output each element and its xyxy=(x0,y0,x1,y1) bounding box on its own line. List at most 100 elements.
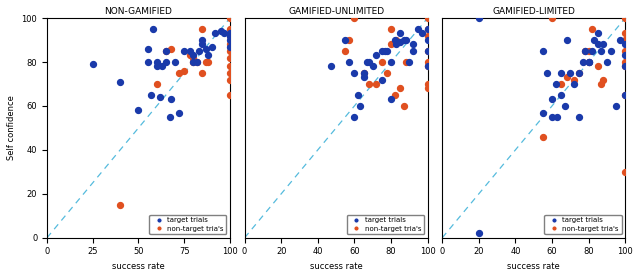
target trials xyxy=(207,44,217,49)
target trials xyxy=(620,42,630,47)
target trials xyxy=(395,40,405,44)
non-target tria's xyxy=(358,71,369,75)
target trials xyxy=(560,104,570,108)
target trials xyxy=(179,49,189,53)
target trials xyxy=(541,71,552,75)
target trials xyxy=(152,60,162,64)
non-target tria's xyxy=(390,93,400,97)
target trials xyxy=(225,31,235,36)
non-target tria's xyxy=(391,38,401,42)
target trials xyxy=(225,38,235,42)
target trials xyxy=(358,75,369,80)
target trials xyxy=(474,231,484,236)
non-target tria's xyxy=(166,47,177,51)
target trials xyxy=(417,31,427,36)
target trials xyxy=(192,60,202,64)
Legend: target trials, non-target tria's: target trials, non-target tria's xyxy=(545,215,621,234)
target trials xyxy=(547,115,557,119)
target trials xyxy=(395,31,405,36)
non-target tria's xyxy=(371,82,381,86)
target trials xyxy=(552,115,563,119)
target trials xyxy=(210,31,220,36)
non-target tria's xyxy=(620,16,630,20)
non-target tria's xyxy=(349,16,360,20)
target trials xyxy=(201,47,211,51)
non-target tria's xyxy=(620,64,630,69)
target trials xyxy=(401,38,411,42)
target trials xyxy=(184,49,195,53)
target trials xyxy=(156,95,166,100)
target trials xyxy=(550,82,561,86)
target trials xyxy=(157,64,167,69)
target trials xyxy=(344,60,354,64)
non-target tria's xyxy=(225,71,235,75)
target trials xyxy=(197,42,207,47)
target trials xyxy=(399,38,409,42)
target trials xyxy=(88,62,98,66)
non-target tria's xyxy=(197,27,207,31)
Title: GAMIFIED-UNLIMITED: GAMIFIED-UNLIMITED xyxy=(288,7,384,16)
non-target tria's xyxy=(538,135,548,139)
target trials xyxy=(422,38,433,42)
non-target tria's xyxy=(547,16,557,20)
target trials xyxy=(353,93,363,97)
target trials xyxy=(538,49,548,53)
target trials xyxy=(596,49,607,53)
non-target tria's xyxy=(225,27,235,31)
non-target tria's xyxy=(184,53,195,58)
non-target tria's xyxy=(225,16,235,20)
target trials xyxy=(188,60,198,64)
target trials xyxy=(326,64,336,69)
target trials xyxy=(220,31,230,36)
non-target tria's xyxy=(201,60,211,64)
non-target tria's xyxy=(386,42,396,47)
target trials xyxy=(614,38,625,42)
non-target tria's xyxy=(593,64,603,69)
target trials xyxy=(474,16,484,20)
target trials xyxy=(408,42,418,47)
target trials xyxy=(161,49,171,53)
target trials xyxy=(371,53,381,58)
target trials xyxy=(364,60,374,64)
non-target tria's xyxy=(188,55,198,60)
target trials xyxy=(547,97,557,102)
target trials xyxy=(152,64,162,69)
non-target tria's xyxy=(188,60,198,64)
target trials xyxy=(391,42,401,47)
target trials xyxy=(115,80,125,84)
non-target tria's xyxy=(587,27,597,31)
non-target tria's xyxy=(340,49,350,53)
target trials xyxy=(561,38,572,42)
target trials xyxy=(386,97,396,102)
target trials xyxy=(404,60,414,64)
target trials xyxy=(574,71,584,75)
non-target tria's xyxy=(225,42,235,47)
non-target tria's xyxy=(422,86,433,91)
Y-axis label: Self confidence: Self confidence xyxy=(7,96,16,160)
non-target tria's xyxy=(395,86,405,91)
target trials xyxy=(203,53,213,58)
non-target tria's xyxy=(225,55,235,60)
target trials xyxy=(386,60,396,64)
target trials xyxy=(593,42,603,47)
target trials xyxy=(148,27,158,31)
target trials xyxy=(340,38,350,42)
target trials xyxy=(413,27,424,31)
target trials xyxy=(598,42,609,47)
target trials xyxy=(620,93,630,97)
non-target tria's xyxy=(584,49,594,53)
target trials xyxy=(578,60,588,64)
target trials xyxy=(377,49,387,53)
non-target tria's xyxy=(620,170,630,174)
target trials xyxy=(349,115,360,119)
Legend: target trials, non-target tria's: target trials, non-target tria's xyxy=(347,215,424,234)
target trials xyxy=(605,49,616,53)
target trials xyxy=(580,49,590,53)
target trials xyxy=(367,64,378,69)
non-target tria's xyxy=(386,27,396,31)
non-target tria's xyxy=(225,49,235,53)
non-target tria's xyxy=(422,33,433,38)
target trials xyxy=(377,77,387,82)
non-target tria's xyxy=(382,71,392,75)
non-target tria's xyxy=(556,82,566,86)
